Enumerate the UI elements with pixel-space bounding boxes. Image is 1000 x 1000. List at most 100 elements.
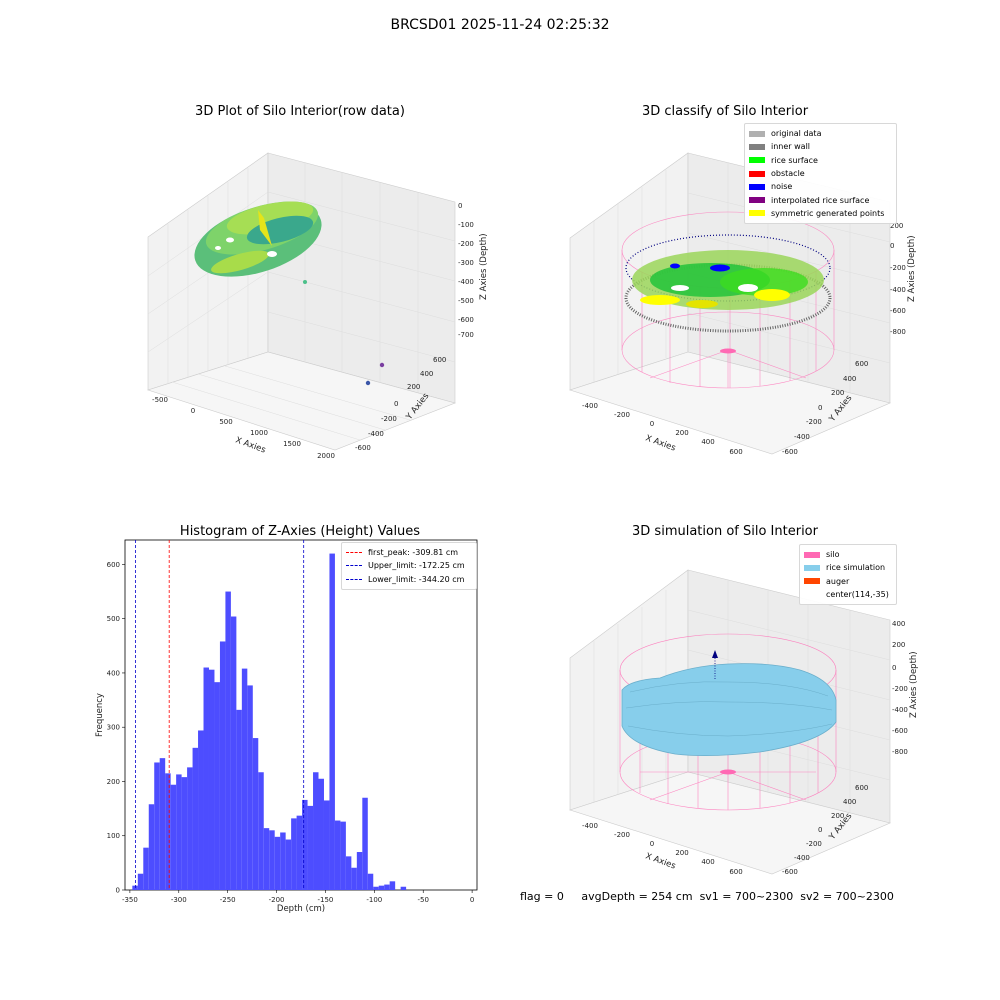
y-tick-label: 300 [107,724,120,732]
histogram-bars [132,553,407,890]
x-tick-label: -150 [317,896,333,904]
legend-item-inner-wall: inner wall [749,140,892,153]
svg-text:400: 400 [843,798,856,806]
histogram-bar [307,805,314,890]
histogram-bar [274,836,281,890]
histogram-bar [323,800,330,890]
grid-lines [147,163,456,441]
sv2-readout: sv2 = 700~2300 [800,890,894,903]
histogram-bar [252,738,259,890]
x-axis-label: X Axies [644,851,677,871]
histogram-bar [192,747,199,890]
x-tick-label: -50 [418,896,429,904]
svg-text:-500: -500 [458,297,474,305]
histogram-bar [247,685,253,890]
svg-text:1000: 1000 [250,429,268,437]
histogram-bar [280,832,286,890]
histogram-bar [389,881,396,890]
y-tick-label: 100 [107,832,120,840]
svg-text:600: 600 [729,448,742,456]
avg-depth-readout: avgDepth = 254 cm [581,890,693,903]
histogram-bar [318,778,324,890]
svg-text:-200: -200 [892,685,908,693]
x-tick-label: -350 [122,896,138,904]
x-axis-label: X Axies [644,433,677,453]
simulation-legend: silo rice simulation auger center(114,-3… [799,544,897,606]
legend-item-interpolated: interpolated rice surface [749,193,892,206]
x-tick-labels: -350 -300 -250 -200 -150 -100 -50 0 [122,890,474,904]
histogram-bar [285,839,292,890]
svg-text:-600: -600 [355,444,371,452]
legend-item-first-peak: first_peak: -309.81 cm [346,546,472,559]
svg-text:0: 0 [818,826,822,834]
histogram-bar [241,668,248,890]
svg-text:400: 400 [892,620,905,628]
histogram-legend: first_peak: -309.81 cm Upper_limit: -172… [341,542,477,590]
histogram-bar [269,830,275,890]
reference-lines [135,540,305,890]
histogram-bar [208,669,215,890]
histogram-bar [132,885,138,890]
svg-text:600: 600 [855,784,868,792]
svg-text:-600: -600 [782,448,798,456]
simulation-3d-plot: -400 -200 0 200 400 600 X Axies -600 -40… [569,569,919,876]
x-tick-label: -200 [269,896,285,904]
z-axis-label: Z Axies (Depth) [907,235,917,302]
y-tick-label: 400 [107,669,120,677]
x-axis-label: X Axies [234,435,267,455]
histogram-bar [378,885,385,890]
histogram-bar [340,821,346,890]
histogram-bar [219,641,226,890]
svg-text:-200: -200 [381,415,397,423]
svg-text:-600: -600 [890,307,906,315]
histogram-title: Histogram of Z-Axies (Height) Values [179,524,421,539]
svg-text:-400: -400 [582,402,598,410]
svg-text:0: 0 [892,664,896,672]
legend-item-upper-limit: Upper_limit: -172.25 cm [346,559,472,572]
svg-text:-600: -600 [782,868,798,876]
histogram-bar [291,818,297,890]
svg-text:200: 200 [407,383,420,391]
x-tick-label: -300 [171,896,187,904]
y-tick-labels: 0 100 200 300 400 500 600 [107,561,125,895]
svg-text:-400: -400 [582,822,598,830]
auger-marker [712,650,718,680]
svg-text:0: 0 [458,202,462,210]
y-tick-label: 200 [107,778,120,786]
histogram-bar [187,767,193,890]
legend-item-noise: noise [749,180,892,193]
svg-text:-600: -600 [892,727,908,735]
x-tick-labels: -400 -200 0 200 400 600 [582,402,743,456]
raw-point-cloud [194,201,385,386]
histogram-bar [214,682,220,890]
histogram-bar [181,777,188,890]
svg-text:400: 400 [701,858,714,866]
svg-text:-100: -100 [458,221,474,229]
svg-text:200: 200 [892,641,905,649]
z-axis-label: Z Axies (Depth) [479,233,489,300]
legend-item-rice-simulation: rice simulation [804,561,892,574]
x-tick-labels: -500 0 500 1000 1500 2000 [152,396,335,460]
x-tick-label: 0 [470,896,474,904]
status-footer: flag = 0 avgDepth = 254 cm sv1 = 700~230… [520,890,894,903]
svg-text:-300: -300 [458,259,474,267]
panel4-title: 3D simulation of Silo Interior [632,524,818,539]
y-tick-labels: -600 -400 -200 0 200 400 600 [782,360,868,456]
legend-item-original-data: original data [749,127,892,140]
svg-text:200: 200 [675,849,688,857]
panel2-title: 3D classify of Silo Interior [641,104,809,119]
svg-text:-600: -600 [458,316,474,324]
histogram-bar [176,774,182,890]
histogram-bar [263,828,270,890]
svg-text:-200: -200 [806,418,822,426]
svg-text:-800: -800 [890,328,906,336]
svg-text:400: 400 [843,375,856,383]
svg-text:2000: 2000 [317,452,335,460]
x-tick-labels: -400 -200 0 200 400 600 [582,822,743,876]
histogram-bar [296,815,303,890]
axes-box [147,152,456,451]
y-tick-labels: -600 -400 -200 0 200 400 600 [782,784,868,876]
svg-text:-400: -400 [458,278,474,286]
svg-text:-800: -800 [892,748,908,756]
svg-text:-200: -200 [458,240,474,248]
